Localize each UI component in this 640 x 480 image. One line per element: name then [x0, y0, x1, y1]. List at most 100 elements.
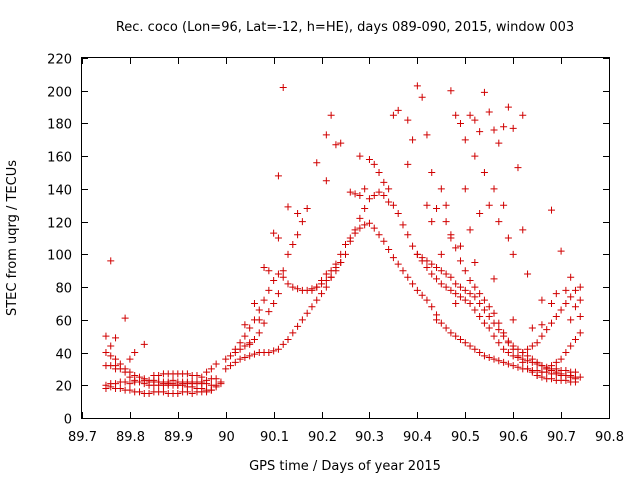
data-point [327, 111, 335, 119]
data-point [188, 380, 196, 388]
data-point [461, 286, 469, 294]
data-point [452, 280, 460, 288]
data-point [433, 263, 441, 271]
data-point [322, 131, 330, 139]
data-point [375, 231, 383, 239]
data-point [476, 349, 484, 357]
data-point [471, 152, 479, 160]
data-point [428, 270, 436, 278]
x-tick-label: 90.4 [403, 430, 432, 445]
data-point [351, 190, 359, 198]
data-point [356, 214, 364, 222]
data-point [279, 273, 287, 281]
data-point [423, 263, 431, 271]
data-point [193, 371, 201, 379]
data-point [279, 267, 287, 275]
data-point [428, 218, 436, 226]
data-point [437, 250, 445, 258]
data-point [313, 283, 321, 291]
data-point [466, 111, 474, 119]
data-point [270, 299, 278, 307]
x-tick-label: 90.6 [499, 430, 528, 445]
data-point [562, 376, 570, 384]
data-point [461, 267, 469, 275]
data-point [140, 340, 148, 348]
data-point [227, 362, 235, 370]
data-point [102, 349, 110, 357]
data-point [456, 283, 464, 291]
data-point [485, 324, 493, 332]
data-point [322, 177, 330, 185]
data-point [476, 313, 484, 321]
data-point [447, 286, 455, 294]
data-point [131, 376, 139, 384]
data-point [274, 290, 282, 298]
data-point [519, 349, 527, 357]
data-point [548, 319, 556, 327]
data-point [313, 159, 321, 167]
data-point [274, 345, 282, 353]
data-point [504, 234, 512, 242]
data-point [284, 280, 292, 288]
data-point [567, 273, 575, 281]
data-point [298, 316, 306, 324]
data-point [231, 358, 239, 366]
data-point [404, 116, 412, 124]
data-point [485, 353, 493, 361]
data-point [250, 299, 258, 307]
data-point [461, 185, 469, 193]
data-point [490, 332, 498, 340]
data-point [466, 299, 474, 307]
data-point [519, 226, 527, 234]
y-tick-label: 40 [55, 348, 72, 363]
data-point [112, 334, 120, 342]
data-point [389, 254, 397, 262]
data-point [174, 381, 182, 389]
data-point [203, 368, 211, 376]
data-point [236, 355, 244, 363]
data-point [490, 309, 498, 317]
data-point [490, 355, 498, 363]
data-point [418, 291, 426, 299]
data-point [557, 247, 565, 255]
data-point [413, 286, 421, 294]
y-tick-label: 200 [47, 86, 72, 101]
data-point [509, 250, 517, 258]
data-point [552, 313, 560, 321]
data-point [514, 363, 522, 371]
data-point [265, 267, 273, 275]
data-point [183, 370, 191, 378]
data-point [456, 257, 464, 265]
data-point [250, 350, 258, 358]
data-point [500, 123, 508, 131]
data-point [500, 201, 508, 209]
data-point [327, 273, 335, 281]
data-point [557, 370, 565, 378]
data-point [279, 340, 287, 348]
data-point [241, 321, 249, 329]
data-point [274, 270, 282, 278]
data-point [203, 376, 211, 384]
data-point [576, 296, 584, 304]
data-point [135, 388, 143, 396]
data-point [423, 257, 431, 265]
data-point [332, 141, 340, 149]
data-point [265, 286, 273, 294]
data-point [370, 224, 378, 232]
data-point [476, 128, 484, 136]
data-point [538, 362, 546, 370]
data-point [423, 296, 431, 304]
data-point [131, 349, 139, 357]
data-point [452, 332, 460, 340]
data-point [509, 345, 517, 353]
data-point [471, 283, 479, 291]
data-point [500, 345, 508, 353]
data-point [121, 314, 129, 322]
data-point [437, 185, 445, 193]
data-point [294, 209, 302, 217]
data-point [337, 259, 345, 267]
data-point [428, 303, 436, 311]
data-point [485, 201, 493, 209]
data-point [375, 169, 383, 177]
data-point [447, 273, 455, 281]
